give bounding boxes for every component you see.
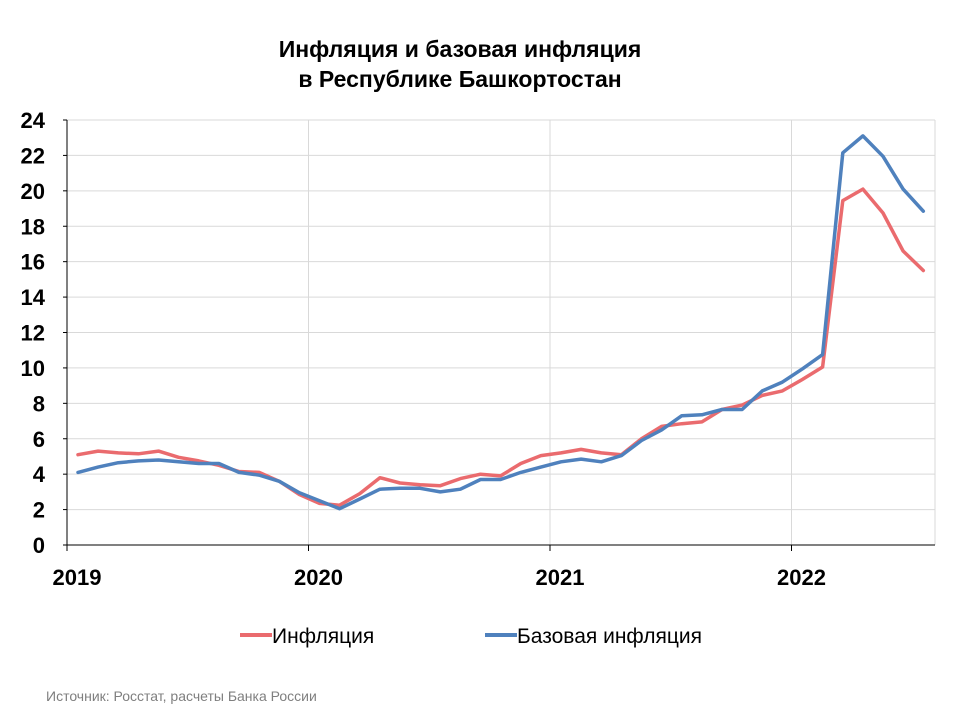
chart-title-line-1: Инфляция и базовая инфляция bbox=[278, 36, 642, 62]
chart-title: Инфляция и базовая инфляция в Республике… bbox=[0, 34, 920, 94]
legend-label: Инфляция bbox=[272, 625, 374, 648]
y-tick-label: 8 bbox=[33, 391, 45, 416]
y-tick-label: 22 bbox=[21, 143, 45, 168]
source-note: Источник: Росстат, расчеты Банка России bbox=[46, 688, 317, 704]
x-tick-label: 2022 bbox=[777, 565, 826, 590]
series-line-inflation bbox=[76, 187, 926, 507]
y-tick-label: 2 bbox=[33, 498, 45, 523]
y-tick-label: 18 bbox=[21, 214, 45, 239]
series-line-core-inflation bbox=[76, 134, 926, 511]
y-tick-label: 24 bbox=[21, 108, 46, 133]
y-tick-label: 10 bbox=[21, 356, 45, 381]
y-tick-label: 12 bbox=[21, 321, 45, 346]
y-tick-label: 14 bbox=[21, 285, 46, 310]
y-tick-label: 6 bbox=[33, 427, 45, 452]
y-tick-label: 4 bbox=[33, 462, 46, 487]
y-tick-label: 20 bbox=[21, 179, 45, 204]
x-tick-label: 2020 bbox=[294, 565, 343, 590]
legend-label: Базовая инфляция bbox=[517, 625, 702, 648]
y-tick-label: 16 bbox=[21, 250, 45, 275]
x-tick-label: 2021 bbox=[536, 565, 585, 590]
x-tick-label: 2019 bbox=[53, 565, 102, 590]
y-tick-label: 0 bbox=[33, 533, 45, 558]
chart-title-line-2: в Республике Башкортостан bbox=[298, 66, 622, 92]
